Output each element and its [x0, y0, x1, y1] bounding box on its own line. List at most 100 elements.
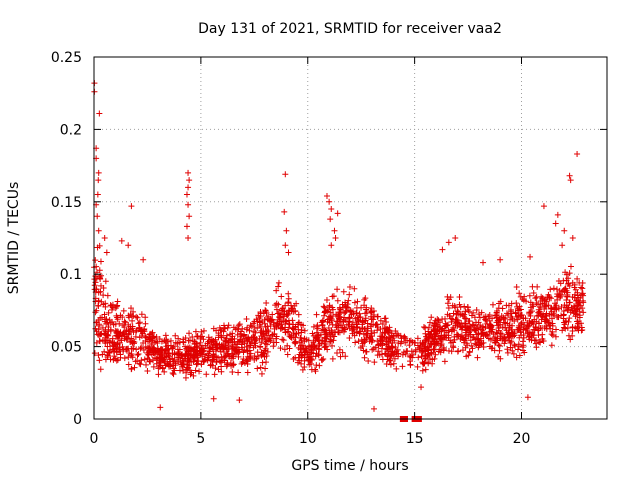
data-point	[171, 350, 178, 357]
data-point	[284, 351, 291, 358]
data-point	[375, 348, 382, 355]
data-point	[323, 330, 330, 337]
data-point	[446, 312, 453, 319]
data-point	[129, 354, 136, 361]
data-point	[386, 337, 393, 344]
data-point	[152, 349, 159, 356]
data-point	[346, 291, 353, 298]
data-point	[501, 334, 508, 341]
data-point	[388, 352, 395, 359]
data-point	[107, 356, 114, 363]
data-point	[159, 346, 166, 353]
data-point	[436, 319, 443, 326]
data-point	[508, 300, 515, 307]
data-point	[279, 306, 286, 313]
data-point	[467, 324, 474, 331]
data-point	[383, 325, 390, 332]
data-point	[115, 328, 122, 335]
data-point	[574, 318, 581, 325]
data-point	[244, 360, 251, 367]
data-point	[474, 354, 481, 361]
data-point	[332, 235, 339, 241]
data-point	[420, 360, 427, 367]
data-point	[278, 293, 285, 300]
data-point	[462, 323, 469, 330]
data-point	[502, 320, 509, 327]
data-point	[480, 344, 487, 351]
data-point	[364, 330, 371, 337]
data-point	[356, 310, 363, 317]
data-point	[439, 316, 446, 323]
data-point	[345, 304, 352, 311]
data-point	[459, 347, 466, 354]
data-point	[470, 309, 477, 316]
data-point	[138, 332, 145, 339]
data-point	[291, 339, 298, 346]
data-point	[109, 301, 116, 308]
data-point	[204, 356, 211, 363]
data-point	[250, 328, 257, 335]
data-point	[310, 323, 317, 330]
data-point	[206, 348, 213, 355]
data-point	[450, 310, 457, 317]
data-point	[322, 308, 329, 315]
data-point	[97, 258, 104, 265]
data-point	[223, 363, 230, 370]
data-point	[477, 326, 484, 333]
data-point	[473, 319, 480, 326]
data-point	[96, 110, 103, 117]
data-point	[134, 314, 141, 321]
data-point	[312, 368, 319, 375]
data-point	[186, 177, 193, 184]
data-point	[321, 334, 328, 341]
data-point	[345, 297, 352, 304]
data-point	[373, 321, 380, 328]
data-point	[394, 330, 401, 337]
data-point	[97, 366, 104, 373]
data-point	[113, 349, 120, 356]
data-point	[137, 361, 144, 368]
data-point	[479, 323, 486, 330]
data-point	[340, 288, 347, 295]
data-point	[430, 327, 437, 334]
data-point	[513, 354, 520, 361]
data-point	[431, 346, 438, 353]
x-tick-label: 15	[406, 431, 424, 447]
data-point	[579, 285, 586, 292]
data-point	[209, 362, 216, 369]
data-point	[426, 319, 433, 326]
data-point	[285, 249, 292, 256]
data-point	[468, 312, 475, 319]
data-point	[465, 307, 472, 314]
data-point	[437, 349, 444, 356]
data-point	[194, 348, 201, 355]
data-point	[239, 325, 246, 332]
data-point	[254, 365, 261, 372]
data-point	[232, 326, 239, 333]
data-point	[193, 352, 200, 359]
data-point	[262, 336, 269, 343]
data-point	[308, 347, 315, 354]
data-point	[534, 312, 541, 319]
data-point	[209, 344, 216, 351]
data-point	[465, 352, 472, 359]
data-point	[549, 320, 556, 327]
data-point	[420, 323, 427, 330]
data-point	[338, 322, 345, 329]
data-point	[251, 324, 258, 331]
data-point	[250, 344, 257, 351]
data-point	[220, 344, 227, 351]
data-point	[422, 366, 429, 373]
data-point	[213, 327, 220, 334]
data-point	[263, 299, 270, 306]
data-point	[285, 299, 292, 306]
y-tick-label: 0.1	[60, 267, 82, 283]
data-point	[116, 332, 123, 339]
data-point	[567, 336, 574, 343]
data-point	[313, 362, 320, 369]
data-point	[174, 340, 181, 347]
data-point	[257, 364, 264, 371]
data-point	[573, 311, 580, 318]
data-point	[212, 348, 219, 355]
